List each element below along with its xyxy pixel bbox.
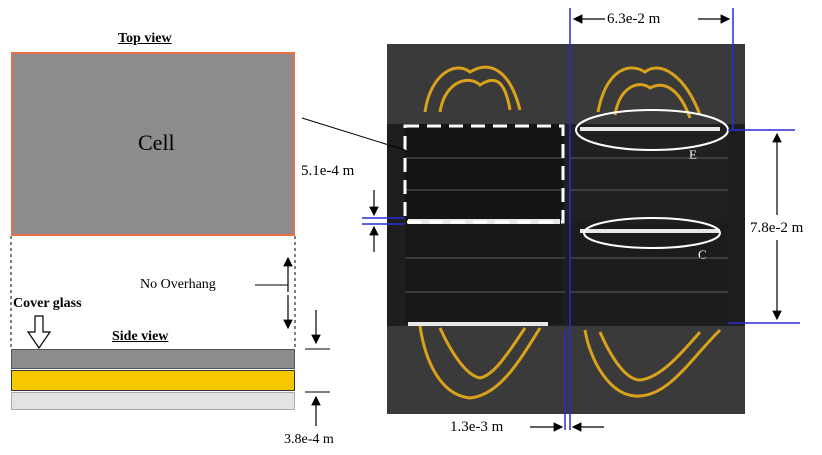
- cell-upper-left: [405, 124, 563, 220]
- side-view-cover-glass-layer: [11, 392, 295, 410]
- cell-width-label: 6.3e-2 m: [607, 11, 661, 27]
- side-view-adhesive-layer: [11, 370, 295, 391]
- selected-cell-outline: [403, 124, 565, 224]
- cell-grid-lines: [405, 157, 728, 293]
- marker-e: E: [689, 147, 697, 162]
- cell-lower-left: [405, 224, 563, 324]
- cell-top-view: [11, 52, 295, 236]
- cover-glass-arrow-icon: [26, 315, 52, 350]
- interconnect-tabs: [418, 65, 722, 400]
- cover-glass-thickness-label: 3.8e-4 m: [284, 432, 334, 447]
- ellipse-c: [583, 217, 721, 249]
- side-view-top-layer: [11, 349, 295, 369]
- top-interconnect-band: [387, 44, 745, 124]
- cell-upper-right: [567, 124, 727, 220]
- vertical-gap-label: 5.1e-4 m: [301, 163, 355, 179]
- horizontal-gap-label: 1.3e-3 m: [450, 419, 504, 435]
- marker-c: C: [698, 247, 707, 262]
- cover-glass-label: Cover glass: [13, 296, 82, 311]
- callout-line: [301, 117, 406, 151]
- cell-label: Cell: [138, 130, 175, 155]
- top-view-title: Top view: [118, 31, 172, 46]
- no-overhang-label: No Overhang: [140, 277, 216, 292]
- solar-panel-photo: [387, 44, 745, 414]
- cell-height-label: 7.8e-2 m: [750, 220, 804, 236]
- side-view-title: Side view: [112, 329, 169, 344]
- blue-dimension-lines: [362, 8, 800, 430]
